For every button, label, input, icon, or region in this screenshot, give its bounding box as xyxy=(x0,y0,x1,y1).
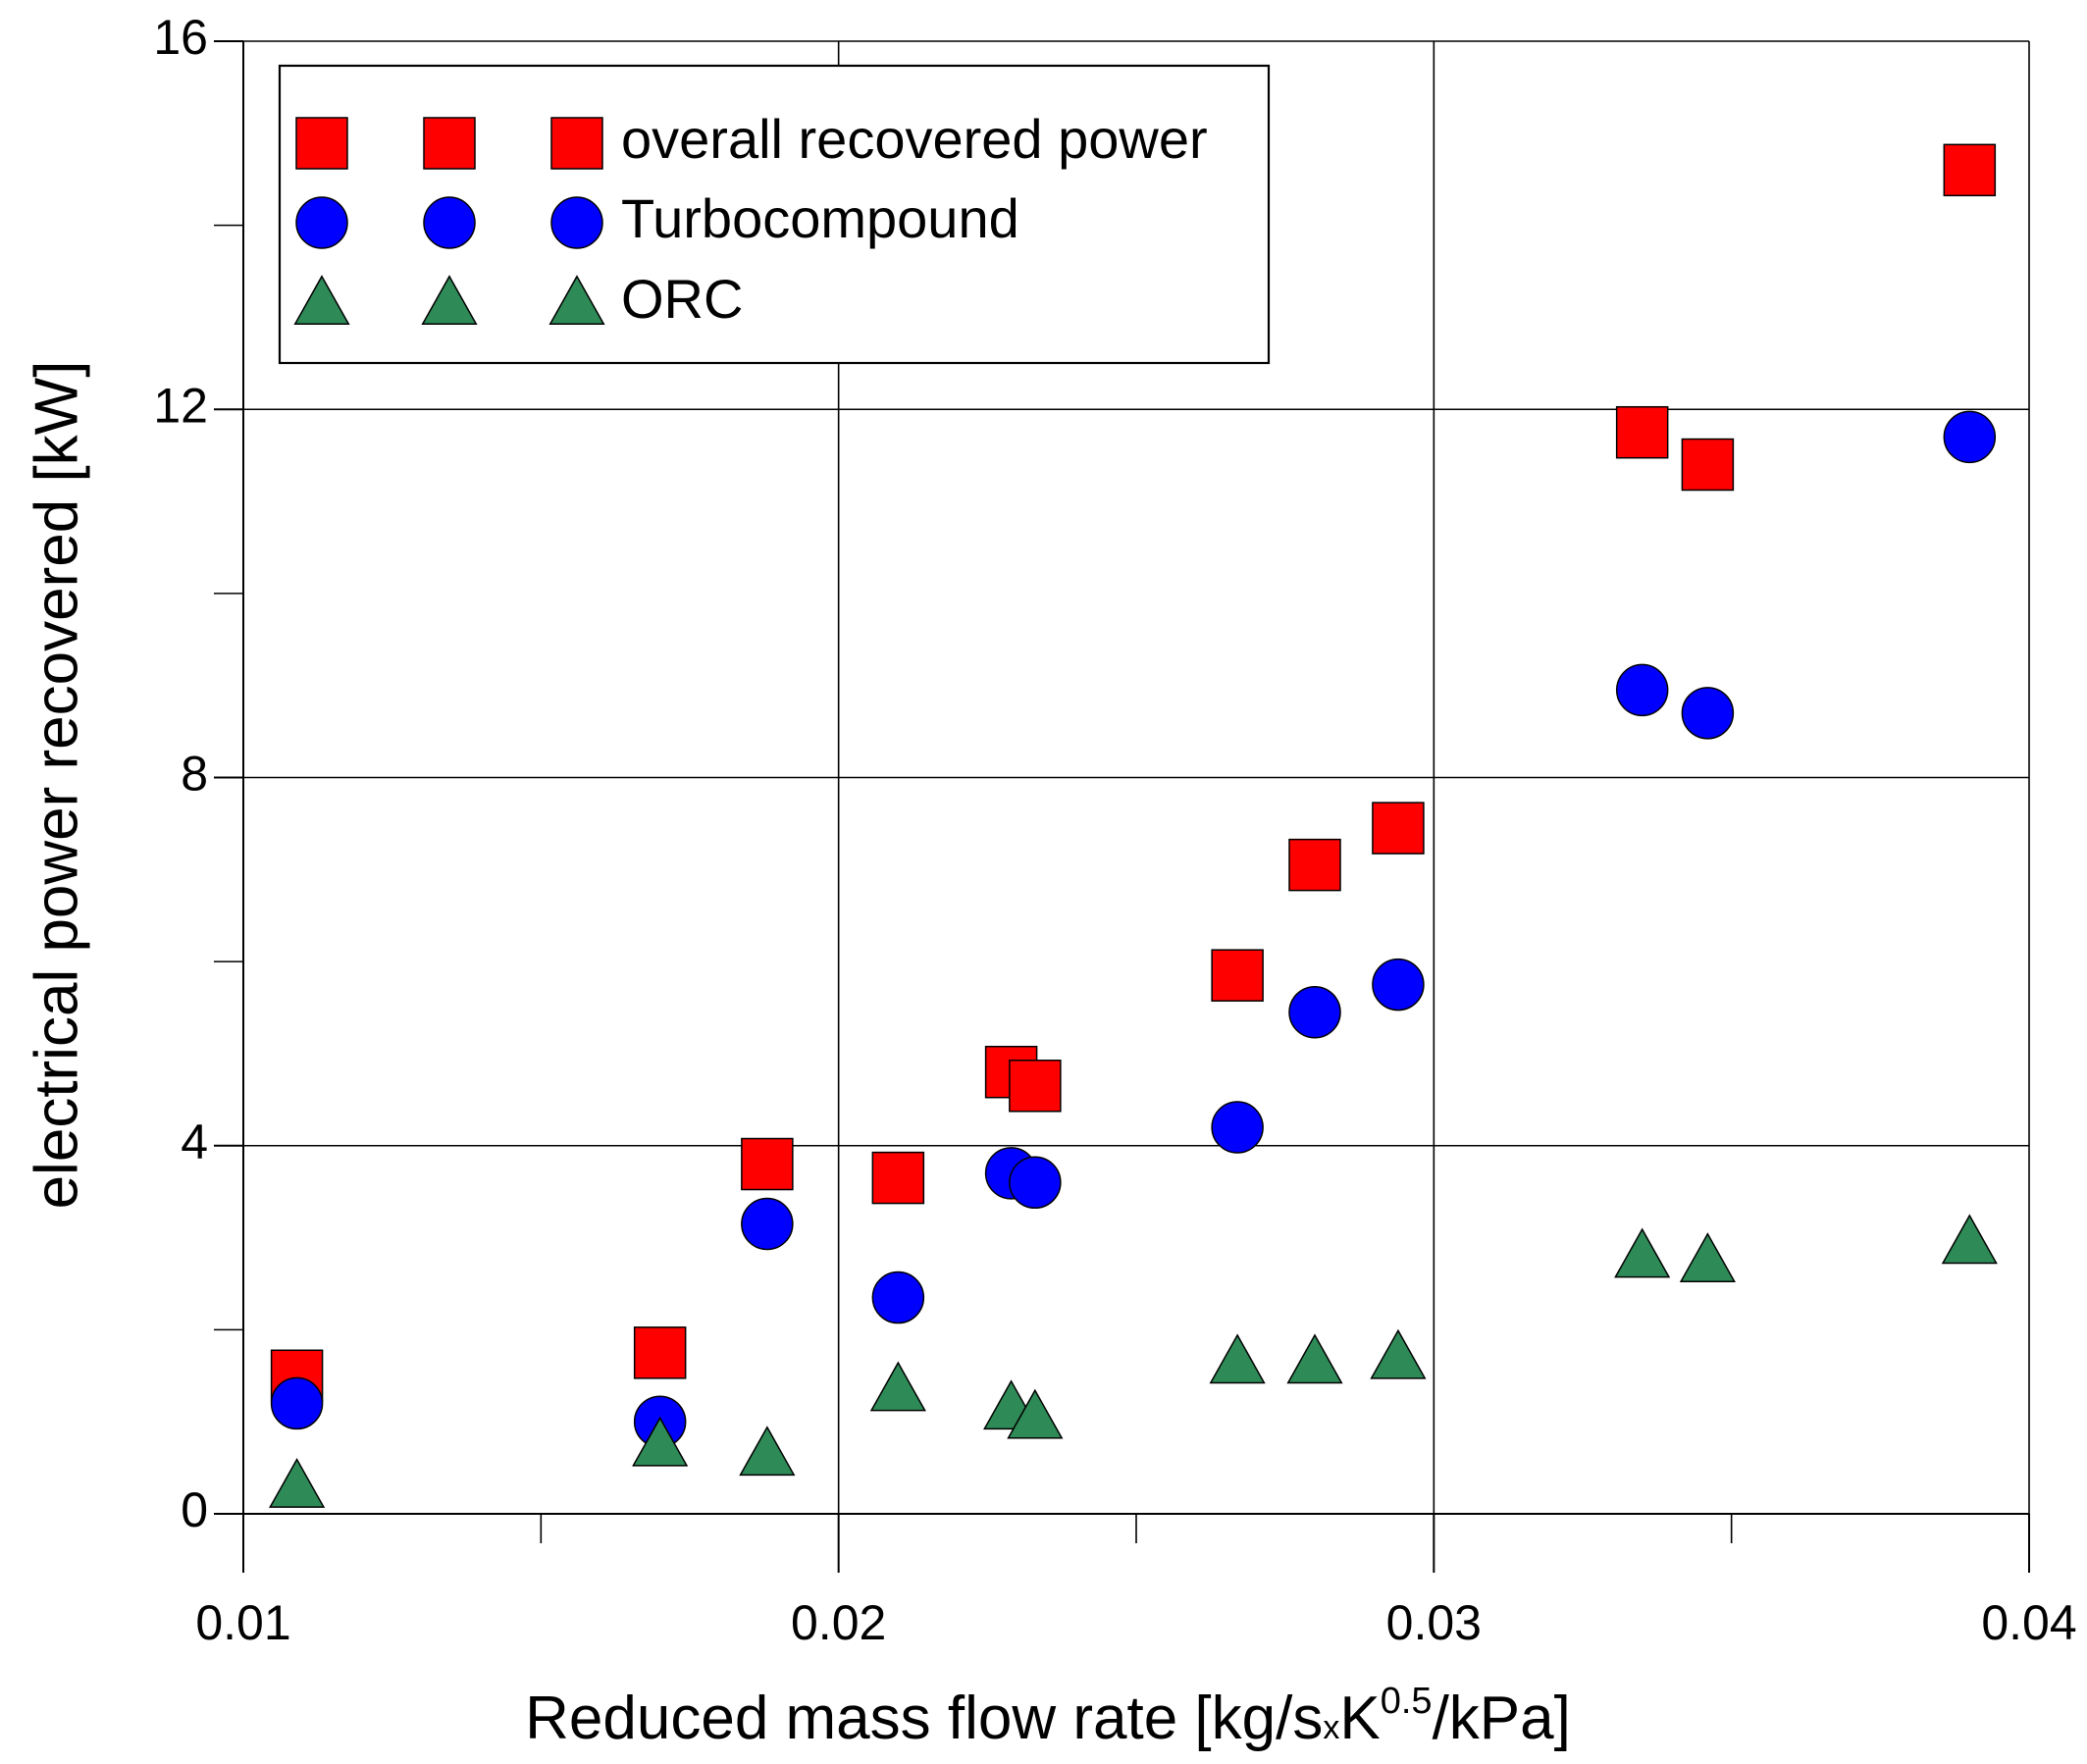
y-tick-label-4: 16 xyxy=(153,10,208,65)
point-square-1 xyxy=(633,1326,687,1379)
data-marks xyxy=(269,143,1998,1508)
point-triangle-8 xyxy=(1370,1328,1427,1379)
point-square-5 xyxy=(1009,1060,1062,1113)
x-axis-title: Reduced mass flow rate [kg/sxK0.5/kPa] xyxy=(525,1681,1571,1752)
point-triangle-2 xyxy=(739,1426,796,1477)
legend-symbol-square-0 xyxy=(295,117,348,170)
point-triangle-11 xyxy=(1941,1214,1998,1265)
x-tick-label-0: 0.01 xyxy=(195,1595,290,1650)
legend-label-0: overall recovered power xyxy=(621,108,1208,170)
point-triangle-6 xyxy=(1209,1333,1266,1384)
point-triangle-10 xyxy=(1679,1232,1736,1283)
legend-symbol-triangle-1 xyxy=(421,275,478,326)
point-triangle-5 xyxy=(1007,1388,1064,1439)
y-tick-label-1: 4 xyxy=(181,1115,208,1169)
x-tick-label-3: 0.04 xyxy=(1981,1595,2076,1650)
legend: overall recovered power Turbocompound ORC xyxy=(278,64,1271,365)
legend-symbol-triangle-2 xyxy=(548,275,605,326)
legend-symbol-circle-2 xyxy=(550,196,603,249)
point-square-9 xyxy=(1615,405,1669,459)
legend-label-1: Turbocompound xyxy=(621,187,1019,249)
point-triangle-7 xyxy=(1286,1333,1343,1384)
point-square-7 xyxy=(1288,838,1341,892)
point-square-10 xyxy=(1681,438,1735,492)
y-axis-title: electrical power recovered [kW] xyxy=(23,361,90,1210)
legend-symbol-triangle-0 xyxy=(293,275,350,326)
x-axis-title-exponent: 0.5 xyxy=(1381,1681,1433,1722)
point-triangle-9 xyxy=(1614,1227,1671,1278)
point-triangle-0 xyxy=(269,1458,326,1508)
y-tick-label-2: 8 xyxy=(181,747,208,802)
point-circle-6 xyxy=(1211,1101,1264,1154)
tick-labels: 0 4 8 12 16 0.01 0.02 0.03 0.04 xyxy=(153,10,2076,1650)
point-circle-5 xyxy=(1009,1156,1062,1210)
legend-symbol-square-1 xyxy=(423,117,476,170)
x-axis-title-rest: /kPa] xyxy=(1433,1685,1571,1752)
legend-symbol-circle-0 xyxy=(295,196,348,249)
y-tick-label-3: 12 xyxy=(153,378,208,433)
series-triangle-group xyxy=(269,1214,1998,1508)
axis-titles: electrical power recovered [kW] Reduced … xyxy=(23,361,1570,1752)
point-circle-11 xyxy=(1943,410,1997,464)
point-circle-9 xyxy=(1615,663,1669,717)
legend-symbol-circle-1 xyxy=(423,196,476,249)
point-square-6 xyxy=(1211,949,1264,1002)
x-axis-title-mult: x xyxy=(1323,1709,1339,1746)
y-tick-label-0: 0 xyxy=(181,1482,208,1537)
point-triangle-1 xyxy=(632,1416,689,1467)
grid-lines xyxy=(242,40,2030,1515)
x-axis-title-main: Reduced mass flow rate [kg/s xyxy=(525,1685,1323,1752)
legend-symbol-square-2 xyxy=(550,117,603,170)
x-tick-label-2: 0.03 xyxy=(1386,1595,1482,1650)
point-square-11 xyxy=(1943,143,1997,197)
axes xyxy=(214,40,2030,1573)
x-tick-label-1: 0.02 xyxy=(791,1595,886,1650)
series-circle-group xyxy=(270,410,1997,1448)
legend-label-2: ORC xyxy=(621,268,743,330)
point-circle-8 xyxy=(1372,958,1425,1012)
point-circle-3 xyxy=(871,1271,925,1324)
point-square-3 xyxy=(871,1151,925,1205)
point-circle-0 xyxy=(270,1376,324,1430)
point-circle-7 xyxy=(1288,985,1341,1039)
point-square-8 xyxy=(1372,802,1425,855)
point-square-2 xyxy=(741,1137,794,1191)
series-square-group xyxy=(270,143,1997,1403)
point-circle-10 xyxy=(1681,687,1735,740)
point-triangle-3 xyxy=(869,1361,926,1412)
point-circle-2 xyxy=(741,1197,794,1251)
x-axis-title-k: K xyxy=(1339,1685,1380,1752)
